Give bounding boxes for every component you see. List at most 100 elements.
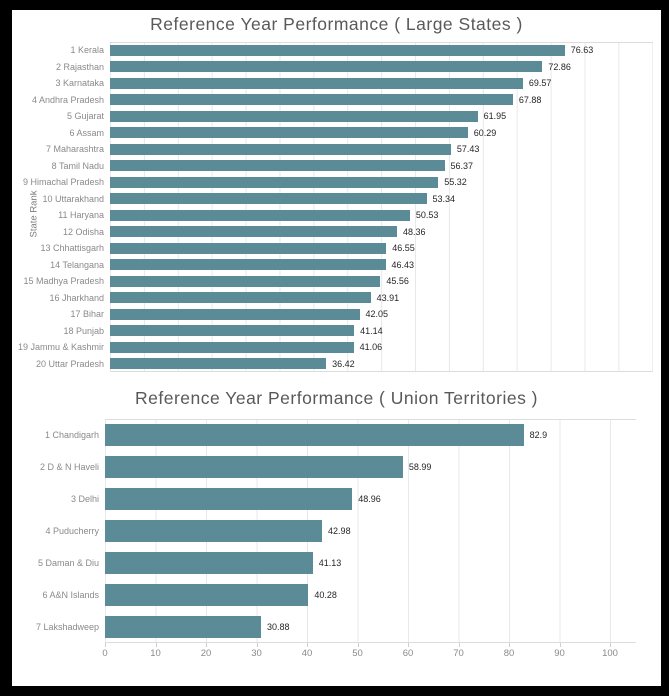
category-label: 14 Telangana (50, 259, 104, 270)
bar[interactable] (110, 358, 327, 370)
x-axis-tick-label: 30 (251, 648, 262, 659)
bar[interactable] (110, 193, 427, 205)
category-label: 12 Odisha (62, 226, 104, 237)
bar[interactable] (105, 424, 524, 446)
bar-row: 14 Telangana 46.43 (12, 257, 661, 274)
bar[interactable] (110, 127, 468, 139)
bar[interactable] (110, 143, 451, 155)
category-label: 8 Tamil Nadu (51, 160, 104, 171)
bar-row: 6 Assam 60.29 (12, 125, 661, 142)
category-label: 6 A&N Islands (42, 590, 99, 600)
bar[interactable] (110, 242, 387, 254)
bar[interactable] (105, 456, 403, 478)
bar[interactable] (110, 209, 410, 221)
x-axis-tick-label: 90 (554, 648, 565, 659)
bar-row: 13 Chhattisgarh 46.55 (12, 240, 661, 257)
category-label: 13 Chhattisgarh (40, 243, 104, 254)
bar-track: 46.43 (110, 257, 661, 274)
category-label: 3 Delhi (70, 494, 99, 504)
bar[interactable] (105, 520, 323, 542)
x-axis-tick-mark (105, 643, 106, 647)
bar-row: 7 Maharashtra 57.43 (12, 141, 661, 158)
bar[interactable] (110, 325, 355, 337)
large-states-chart: Reference Year Performance ( Large State… (12, 14, 661, 372)
bar-row: 8 Tamil Nadu 56.37 (12, 158, 661, 175)
x-axis-tick-mark (357, 643, 359, 647)
bar[interactable] (110, 110, 478, 122)
value-label: 69.57 (528, 78, 552, 89)
bar[interactable] (110, 160, 445, 172)
large-states-plot-area: State Rank 1 Kerala 76.63 2 Rajasthan 72.86… (12, 42, 661, 372)
value-label: 76.63 (570, 45, 594, 56)
bar[interactable] (110, 308, 360, 320)
value-label: 41.06 (359, 342, 383, 353)
bar-row: 15 Madhya Pradesh 45.56 (12, 273, 661, 290)
value-label: 48.36 (402, 226, 426, 237)
category-label: 7 Maharashtra (45, 144, 104, 155)
category-label: 5 Daman & Diu (37, 558, 99, 568)
bar[interactable] (110, 226, 397, 238)
category-label: 4 Puducherry (45, 526, 99, 536)
bar[interactable] (110, 94, 513, 106)
value-label: 60.29 (473, 127, 497, 138)
x-axis-tick-mark (509, 643, 510, 647)
value-label: 57.43 (456, 144, 480, 155)
category-label: 1 Kerala (70, 45, 104, 56)
value-label: 61.95 (483, 111, 507, 122)
category-label: 2 Rajasthan (55, 61, 104, 72)
x-axis-tick-label: 0 (102, 648, 108, 659)
value-label: 42.98 (328, 526, 351, 536)
x-axis-tick-mark (206, 643, 207, 647)
bar-track: 56.37 (110, 158, 661, 175)
category-label: 6 Assam (69, 127, 104, 138)
bar[interactable] (110, 77, 523, 89)
x-axis: 0 10 20 30 40 50 60 70 80 90 100 (102, 643, 618, 661)
x-axis-tick-label: 40 (301, 648, 313, 659)
value-label: 55.32 (444, 177, 467, 188)
bar-row: 2 Rajasthan 72.86 (12, 59, 661, 76)
x-axis-tick-mark (610, 643, 611, 647)
bar[interactable] (110, 341, 354, 353)
bar-row: 3 Delhi 48.96 (12, 483, 661, 515)
bar[interactable] (105, 616, 261, 638)
value-label: 56.37 (450, 160, 474, 171)
bar[interactable] (110, 61, 543, 73)
bar-row: 2 D & N Haveli 58.99 (12, 451, 661, 483)
bar[interactable] (110, 44, 565, 56)
bar-row: 5 Daman & Diu 41.13 (12, 547, 661, 579)
bar-track: 43.91 (110, 290, 661, 307)
bar[interactable] (110, 176, 439, 188)
value-label: 40.28 (314, 590, 337, 600)
value-label: 46.43 (391, 259, 415, 270)
bar-row: 3 Karnataka 69.57 (12, 75, 661, 92)
bar-row: 6 A&N Islands 40.28 (12, 579, 661, 611)
bar[interactable] (110, 275, 381, 287)
bar[interactable] (110, 259, 386, 271)
bar-track: 50.53 (110, 207, 661, 224)
category-label: 9 Himachal Pradesh (22, 177, 104, 188)
value-label: 53.34 (432, 193, 456, 204)
x-axis-tick-label: 100 (602, 648, 618, 659)
bar[interactable] (105, 488, 353, 510)
bar[interactable] (105, 584, 309, 606)
bar-row: 16 Jharkhand 43.91 (12, 290, 661, 307)
bar-row: 11 Haryana 50.53 (12, 207, 661, 224)
category-label: 4 Andhra Pradesh (31, 94, 104, 105)
bar-track: 69.57 (110, 75, 661, 92)
x-axis-tick-mark (307, 643, 308, 647)
bar-track: 40.28 (105, 579, 661, 611)
bar-track: 57.43 (110, 141, 661, 158)
bar-track: 41.06 (110, 339, 661, 356)
bar-track: 72.86 (110, 59, 661, 76)
x-axis-tick-mark (256, 643, 258, 647)
bar[interactable] (110, 292, 371, 304)
bar[interactable] (105, 552, 313, 574)
x-axis-tick-mark (458, 643, 460, 647)
value-label: 48.96 (358, 494, 381, 504)
bar-row: 19 Jammu & Kashmir 41.06 (12, 339, 661, 356)
large-states-chart-title: Reference Year Performance ( Large State… (150, 14, 523, 34)
bar-row: 5 Gujarat 61.95 (12, 108, 661, 125)
bar-row: 12 Odisha 48.36 (12, 224, 661, 241)
union-territories-plot-area: 1 Chandigarh 82.9 2 D & N Haveli 58.99 3 Del… (12, 419, 661, 643)
